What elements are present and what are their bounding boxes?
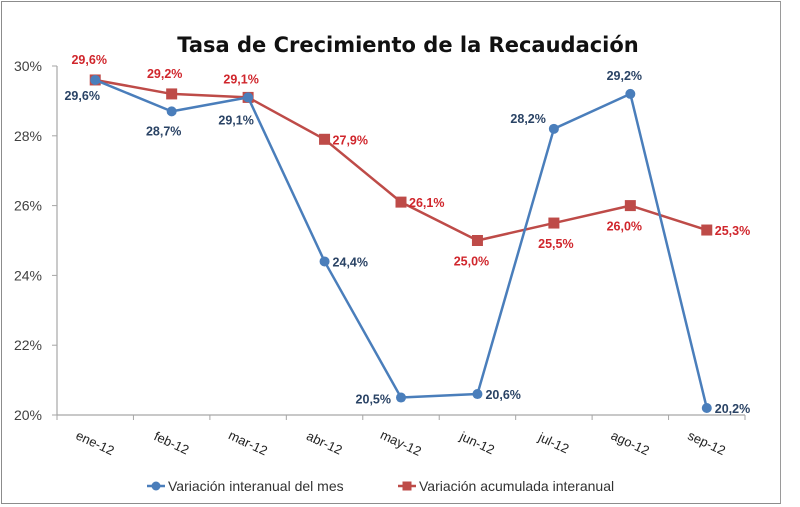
y-tick-label: 22% <box>14 337 42 353</box>
data-label: 25,0% <box>454 255 489 269</box>
data-label: 28,7% <box>146 124 181 138</box>
x-tick-label: sep-12 <box>685 428 727 458</box>
legend-item-1: Variación acumulada interanual <box>398 478 614 494</box>
data-point-circle <box>472 389 483 400</box>
data-point-square <box>319 133 331 145</box>
data-label: 29,1% <box>218 113 253 127</box>
legend-label-1: Variación acumulada interanual <box>419 478 614 494</box>
y-tick-label: 28% <box>14 128 42 144</box>
data-point-circle <box>90 74 101 85</box>
data-point-circle <box>319 256 330 267</box>
data-label: 20,5% <box>356 393 391 407</box>
chart-frame <box>1 1 781 504</box>
data-point-circle <box>548 123 559 134</box>
x-tick-label: ene-12 <box>74 428 117 459</box>
data-point-square <box>701 224 713 236</box>
data-label: 20,6% <box>485 388 520 402</box>
chart-title: Tasa de Crecimiento de la Recaudación <box>177 33 639 57</box>
y-tick-label: 26% <box>14 198 42 214</box>
y-tick-label: 30% <box>14 58 42 74</box>
data-label: 26,0% <box>607 220 642 234</box>
x-tick-label: may-12 <box>378 427 424 459</box>
x-tick-label: mar-12 <box>226 427 270 458</box>
data-label: 25,5% <box>538 237 573 251</box>
data-point-square <box>471 235 483 246</box>
axes: 20% 22% 24% 26% 28% 30% ene-12 feb-12 mar-12 abr-… <box>14 58 746 459</box>
legend-marker-square <box>402 481 412 491</box>
data-point-circle <box>396 392 406 403</box>
legend-label-0: Variación interanual del mes <box>168 478 344 494</box>
data-point-circle <box>243 92 254 103</box>
x-tick-label: jun-12 <box>457 428 497 457</box>
legend: Variación interanual del mes Variación a… <box>147 478 614 494</box>
data-label: 24,4% <box>333 255 368 269</box>
data-point-circle <box>166 106 177 117</box>
series-line-0 <box>94 78 708 409</box>
data-point-square <box>166 88 178 100</box>
data-point-circle <box>701 403 712 414</box>
x-tick-label: jul-12 <box>535 429 571 456</box>
x-tick-label: feb-12 <box>152 428 192 457</box>
data-point-square <box>395 196 407 208</box>
data-point-square <box>624 200 636 212</box>
legend-item-0: Variación interanual del mes <box>147 478 344 494</box>
data-labels: 29,6% 28,7% 29,1% 24,4% 20,5% 20,6% 28,2% 29,2%… <box>64 53 750 416</box>
data-label: 27,9% <box>333 133 368 147</box>
y-tick-label: 24% <box>14 267 42 283</box>
data-point-square <box>548 217 560 229</box>
y-tick-label: 20% <box>14 407 42 423</box>
data-label: 20,2% <box>715 402 750 416</box>
data-point-circle <box>625 88 636 99</box>
data-label: 25,3% <box>715 224 750 238</box>
data-label: 29,2% <box>147 67 182 81</box>
data-label: 26,1% <box>409 196 444 210</box>
data-label: 29,6% <box>64 89 99 103</box>
legend-marker-circle <box>151 481 161 491</box>
data-label: 28,2% <box>510 112 545 126</box>
data-label: 29,1% <box>223 72 258 86</box>
series-layer <box>89 74 713 414</box>
x-tick-label: abr-12 <box>304 428 344 457</box>
data-label: 29,2% <box>607 69 642 83</box>
x-tick-label: ago-12 <box>609 428 652 459</box>
series-line-1 <box>94 78 708 242</box>
data-label: 29,6% <box>71 53 106 67</box>
